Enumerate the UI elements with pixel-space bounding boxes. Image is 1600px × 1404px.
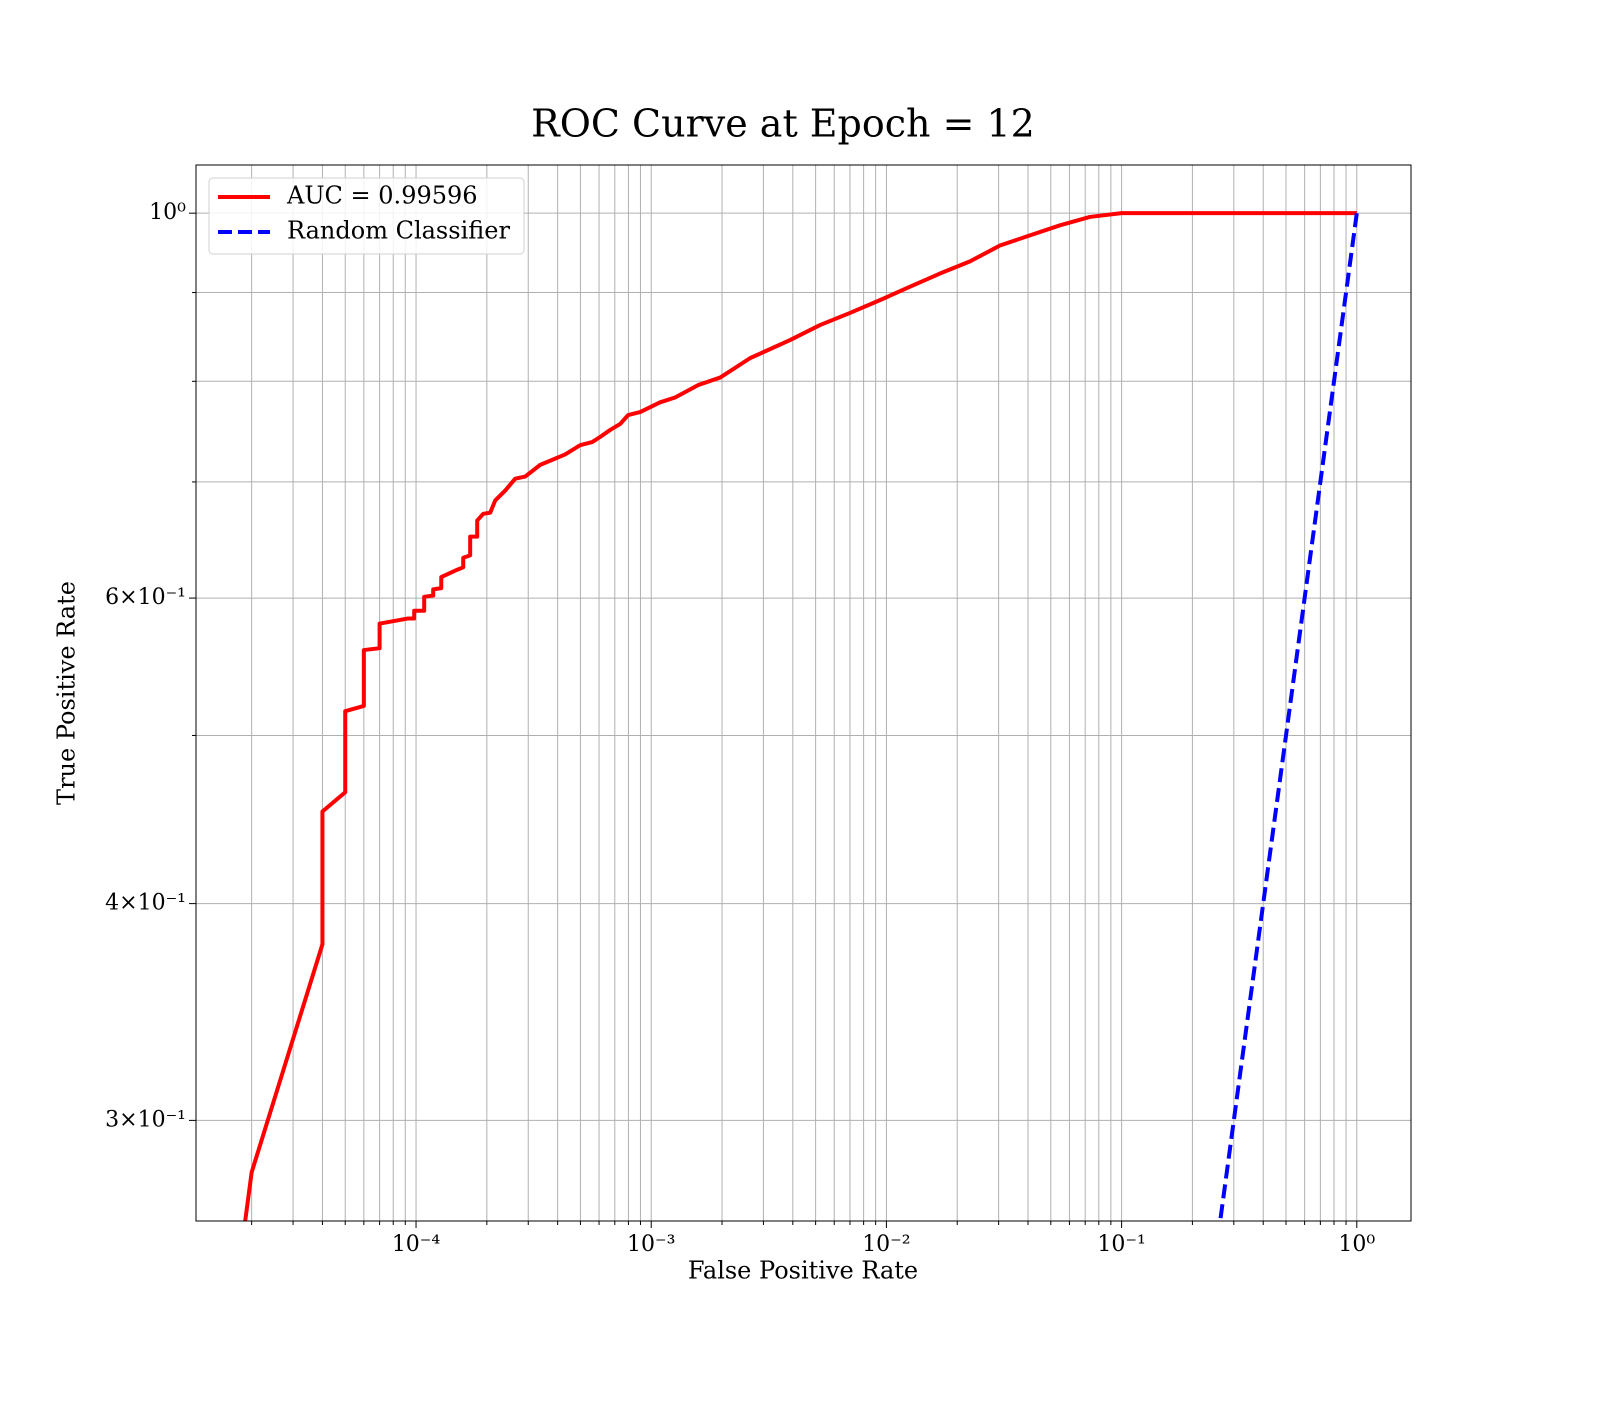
legend-label: Random Classifier [287,217,510,245]
x-tick-label: 10⁻¹ [1097,1232,1145,1257]
series-line [243,211,1357,1221]
series-line [1218,212,1359,1221]
chart-title: ROC Curve at Epoch = 12 [531,102,1035,146]
y-tick-label: 3×10⁻¹ [105,1107,186,1132]
legend-label: AUC = 0.99596 [286,182,478,210]
x-tick-label: 10⁻² [862,1232,910,1257]
x-tick-label: 10⁻⁴ [392,1232,441,1257]
plot-frame [195,164,1412,1222]
x-axis-label: False Positive Rate [688,1257,918,1285]
y-tick-label: 10⁰ [149,200,186,225]
plot-area [243,211,1359,1221]
y-tick-label: 4×10⁻¹ [105,891,186,916]
x-tick-label: 10⁻³ [627,1232,675,1257]
y-axis-label: True Positive Rate [53,581,81,805]
x-tick-label: 10⁰ [1338,1232,1375,1257]
y-tick-label: 6×10⁻¹ [105,585,186,610]
legend-frame [208,177,525,255]
